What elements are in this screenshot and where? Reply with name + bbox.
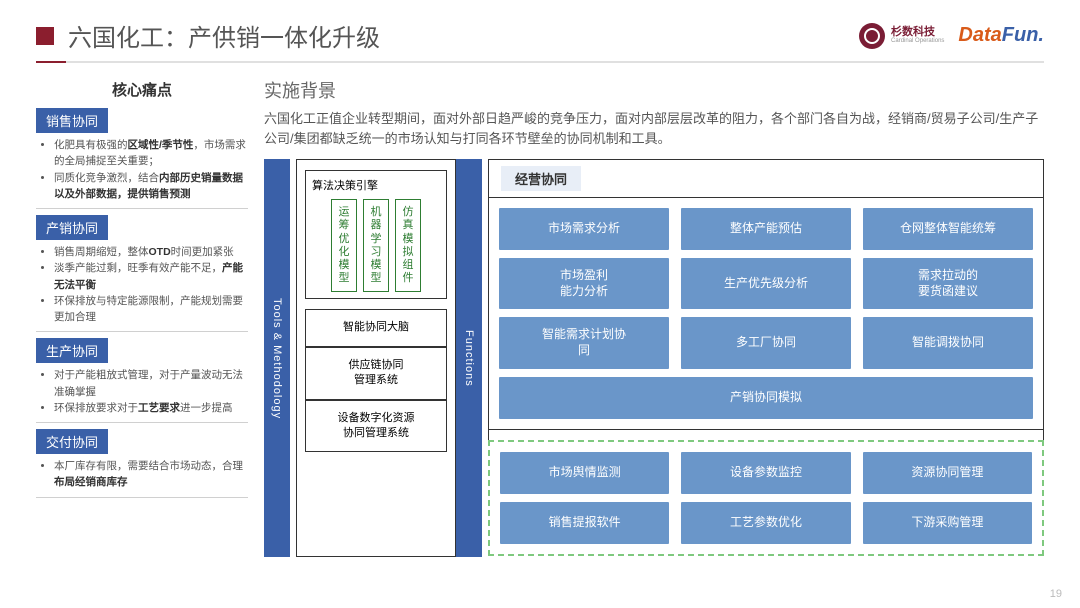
tool-box: 智能协同大脑	[305, 309, 447, 346]
pain-item: 对于产能粗放式管理，对于产量波动无法准确掌握	[54, 367, 248, 400]
func-card: 资源协同管理	[863, 452, 1032, 494]
pain-item: 化肥具有极强的区域性/季节性，市场需求的全局捕捉至关重要；	[54, 137, 248, 170]
func-card: 智能调拨协同	[863, 317, 1033, 368]
func-card: 生产优先级分析	[681, 258, 851, 309]
pain-list: 对于产能粗放式管理，对于产量波动无法准确掌握环保排放要求对于工艺要求进一步提高	[36, 367, 248, 416]
functions-group-1: 市场需求分析整体产能预估仓网整体智能统筹市场盈利能力分析生产优先级分析需求拉动的…	[488, 197, 1044, 429]
pain-list: 化肥具有极强的区域性/季节性，市场需求的全局捕捉至关重要；同质化竞争激烈，结合内…	[36, 137, 248, 202]
functions-gap	[488, 430, 1044, 440]
func-card: 市场舆情监测	[500, 452, 669, 494]
func-row: 市场盈利能力分析生产优先级分析需求拉动的要货函建议	[499, 258, 1033, 309]
pain-section: 生产协同对于产能粗放式管理，对于产量波动无法准确掌握环保排放要求对于工艺要求进一…	[36, 338, 248, 423]
page-number: 19	[1050, 588, 1062, 600]
pain-section: 产销协同销售周期缩短，整体OTD时间更加紧张淡季产能过剩，旺季有效产能不足，产能…	[36, 215, 248, 332]
pain-item: 同质化竞争激烈，结合内部历史销量数据以及外部数据，提供销售预测	[54, 170, 248, 203]
func-card: 设备参数监控	[681, 452, 850, 494]
functions-group-2: 市场舆情监测设备参数监控资源协同管理销售提报软件工艺参数优化下游采购管理	[488, 440, 1044, 556]
cardinal-logo-icon	[859, 23, 885, 49]
pain-item: 环保排放要求对于工艺要求进一步提高	[54, 400, 248, 416]
tool-box: 供应链协同管理系统	[305, 347, 447, 400]
func-row: 市场需求分析整体产能预估仓网整体智能统筹	[499, 208, 1033, 250]
functions-header: 经营协同	[488, 159, 1044, 197]
right-column: 实施背景 六国化工正值企业转型期间，面对外部日趋严峻的竞争压力，面对内部层层改革…	[264, 75, 1044, 557]
algo-engine-box: 算法决策引擎 运筹优化模型机器学习模型仿真模拟组件	[305, 170, 447, 299]
cardinal-logo-text: 杉数科技Cardinal Operations	[891, 26, 944, 45]
cardinal-logo: 杉数科技Cardinal Operations	[859, 23, 944, 49]
func-row: 智能需求计划协同多工厂协同智能调拨协同	[499, 317, 1033, 368]
func-card: 下游采购管理	[863, 502, 1032, 544]
tools-methodology-label: Tools & Methodology	[264, 159, 290, 557]
algo-model: 机器学习模型	[363, 199, 389, 292]
header: 六国化工：产供销一体化升级 杉数科技Cardinal Operations Da…	[0, 0, 1080, 61]
func-card: 市场盈利能力分析	[499, 258, 669, 309]
func-card: 销售提报软件	[500, 502, 669, 544]
functions-label: Functions	[456, 159, 482, 557]
func-card: 仓网整体智能统筹	[863, 208, 1033, 250]
page-title: 六国化工：产供销一体化升级	[68, 18, 380, 53]
architecture-diagram: Tools & Methodology 算法决策引擎 运筹优化模型机器学习模型仿…	[264, 159, 1044, 557]
pain-points-heading: 核心痛点	[36, 75, 248, 108]
pain-tag: 销售协同	[36, 108, 108, 133]
functions-panel: 经营协同 市场需求分析整体产能预估仓网整体智能统筹市场盈利能力分析生产优先级分析…	[488, 159, 1044, 557]
func-card: 需求拉动的要货函建议	[863, 258, 1033, 309]
pain-item: 本厂库存有限，需要结合市场动态，合理布局经销商库存	[54, 458, 248, 491]
pain-tag: 产销协同	[36, 215, 108, 240]
func-card: 整体产能预估	[681, 208, 851, 250]
pain-list: 本厂库存有限，需要结合市场动态，合理布局经销商库存	[36, 458, 248, 491]
pain-tag: 交付协同	[36, 429, 108, 454]
background-text: 六国化工正值企业转型期间，面对外部日趋严峻的竞争压力，面对内部层层改革的阻力，各…	[264, 109, 1044, 149]
pain-list: 销售周期缩短，整体OTD时间更加紧张淡季产能过剩，旺季有效产能不足，产能无法平衡…	[36, 244, 248, 325]
pain-section: 销售协同化肥具有极强的区域性/季节性，市场需求的全局捕捉至关重要；同质化竞争激烈…	[36, 108, 248, 209]
func-row: 产销协同模拟	[499, 377, 1033, 419]
pain-points-column: 核心痛点 销售协同化肥具有极强的区域性/季节性，市场需求的全局捕捉至关重要；同质…	[36, 75, 248, 557]
algo-model: 仿真模拟组件	[395, 199, 421, 292]
pain-item: 环保排放与特定能源限制，产能规划需要更加合理	[54, 293, 248, 326]
functions-title: 经营协同	[501, 166, 581, 191]
pain-section: 交付协同本厂库存有限，需要结合市场动态，合理布局经销商库存	[36, 429, 248, 498]
logo-area: 杉数科技Cardinal Operations DataFun.	[859, 23, 1044, 49]
pain-item: 淡季产能过剩，旺季有效产能不足，产能无法平衡	[54, 260, 248, 293]
func-row: 市场舆情监测设备参数监控资源协同管理	[500, 452, 1032, 494]
func-card: 市场需求分析	[499, 208, 669, 250]
algo-engine-title: 算法决策引擎	[312, 177, 440, 193]
func-card: 工艺参数优化	[681, 502, 850, 544]
tool-box: 设备数字化资源协同管理系统	[305, 400, 447, 453]
func-card: 多工厂协同	[681, 317, 851, 368]
tools-panel: 算法决策引擎 运筹优化模型机器学习模型仿真模拟组件 智能协同大脑供应链协同管理系…	[296, 159, 456, 557]
background-title: 实施背景	[264, 77, 1044, 103]
func-card: 产销协同模拟	[499, 377, 1033, 419]
datafun-logo: DataFun.	[958, 24, 1044, 47]
algo-model: 运筹优化模型	[331, 199, 357, 292]
header-bullet	[36, 27, 54, 45]
header-divider	[36, 61, 1044, 63]
func-row: 销售提报软件工艺参数优化下游采购管理	[500, 502, 1032, 544]
func-card: 智能需求计划协同	[499, 317, 669, 368]
pain-tag: 生产协同	[36, 338, 108, 363]
pain-item: 销售周期缩短，整体OTD时间更加紧张	[54, 244, 248, 260]
